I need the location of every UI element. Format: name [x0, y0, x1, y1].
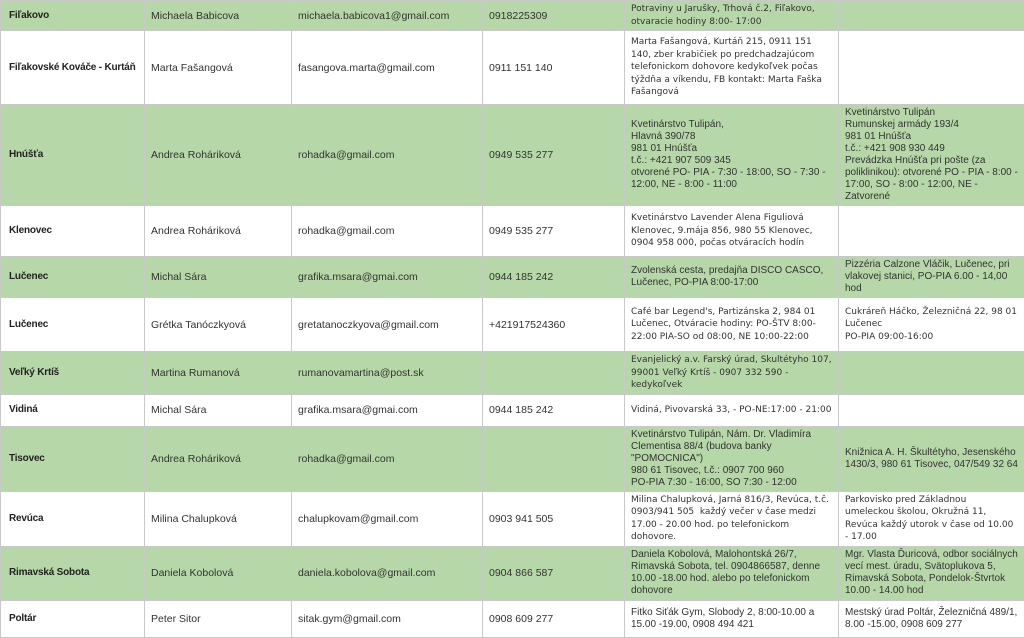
cell-location-secondary: Parkovisko pred Základnou umeleckou škol… — [839, 491, 1024, 546]
cell-location-secondary: Cukráreň Háčko, Železničná 22, 98 01 Luč… — [839, 298, 1024, 352]
cell-email: rohadka@gmail.com — [292, 105, 483, 206]
cell-contact-name: Daniela Kobolová — [145, 546, 292, 600]
cell-phone: 0944 185 242 — [483, 394, 625, 426]
cell-location-secondary — [839, 394, 1024, 426]
cell-contact-name: Andrea Roháriková — [145, 206, 292, 257]
table-row: Veľký Krtíš Martina Rumanová rumanovamar… — [1, 352, 1024, 395]
table-row: Rimavská Sobota Daniela Kobolová daniela… — [1, 546, 1024, 600]
cell-location-primary: Potraviny u Jarušky, Trhová č.2, Fiľakov… — [625, 1, 839, 31]
cell-phone: 0908 609 277 — [483, 600, 625, 637]
cell-contact-name: Andrea Roháriková — [145, 105, 292, 206]
cell-contact-name: Michal Sára — [145, 394, 292, 426]
cell-town: Hnúšťa — [1, 105, 145, 206]
cell-location-primary: Fitko Siťák Gym, Slobody 2, 8:00-10.00 a… — [625, 600, 839, 637]
cell-contact-name: Peter Sitor — [145, 600, 292, 637]
table-row: Poltár Peter Sitor sitak.gym@gmail.com 0… — [1, 600, 1024, 637]
table-row: Lučenec Grétka Tanóczkyová gretatanoczky… — [1, 298, 1024, 352]
cell-email: rohadka@gmail.com — [292, 206, 483, 257]
cell-location-primary: Vidiná, Pivovarská 33, - PO-NE:17:00 - 2… — [625, 394, 839, 426]
cell-phone: 0911 151 140 — [483, 31, 625, 105]
cell-email: rohadka@gmail.com — [292, 426, 483, 491]
cell-phone: 0949 535 277 — [483, 206, 625, 257]
table-row: Fiľakovo Michaela Babicova michaela.babi… — [1, 1, 1024, 31]
cell-location-primary: Café bar Legend's, Partizánska 2, 984 01… — [625, 298, 839, 352]
cell-town: Tisovec — [1, 426, 145, 491]
cell-location-primary: Daniela Kobolová, Malohontská 26/7, Rima… — [625, 546, 839, 600]
cell-town: Lučenec — [1, 257, 145, 298]
cell-contact-name: Michaela Babicova — [145, 1, 292, 31]
cell-email: rumanovamartina@post.sk — [292, 352, 483, 395]
cell-location-secondary — [839, 1, 1024, 31]
cell-email: chalupkovam@gmail.com — [292, 491, 483, 546]
cell-location-secondary: Knižnica A. H. Škultétyho, Jesenského 14… — [839, 426, 1024, 491]
cell-contact-name: Marta Fašangová — [145, 31, 292, 105]
cell-location-primary: Zvolenská cesta, predajňa DISCO CASCO, L… — [625, 257, 839, 298]
cell-phone: 0903 941 505 — [483, 491, 625, 546]
table-row: Tisovec Andrea Roháriková rohadka@gmail.… — [1, 426, 1024, 491]
cell-town: Lučenec — [1, 298, 145, 352]
cell-town: Rimavská Sobota — [1, 546, 145, 600]
cell-phone: 0944 185 242 — [483, 257, 625, 298]
cell-location-primary: Evanjelický a.v. Farský úrad, Skultétyho… — [625, 352, 839, 395]
cell-location-secondary: Kvetinárstvo Tulipán Rumunskej armády 19… — [839, 105, 1024, 206]
cell-phone: +421917524360 — [483, 298, 625, 352]
table-row: Hnúšťa Andrea Roháriková rohadka@gmail.c… — [1, 105, 1024, 206]
cell-town: Revúca — [1, 491, 145, 546]
cell-contact-name: Grétka Tanóczkyová — [145, 298, 292, 352]
cell-phone: 0949 535 277 — [483, 105, 625, 206]
table-row: Fiľakovské Kováče - Kurtáň Marta Fašango… — [1, 31, 1024, 105]
cell-contact-name: Martina Rumanová — [145, 352, 292, 395]
cell-contact-name: Andrea Roháriková — [145, 426, 292, 491]
cell-phone — [483, 426, 625, 491]
cell-location-primary: Kvetinárstvo Tulipán, Nám. Dr. Vladimíra… — [625, 426, 839, 491]
cell-location-primary: Marta Fašangová, Kurtáň 215, 0911 151 14… — [625, 31, 839, 105]
cell-email: grafika.msara@gmai.com — [292, 257, 483, 298]
cell-location-secondary — [839, 31, 1024, 105]
cell-location-secondary: Pizzéria Calzone Vláčik, Lučenec, pri vl… — [839, 257, 1024, 298]
cell-location-primary: Kvetinárstvo Lavender Alena Figuliová Kl… — [625, 206, 839, 257]
cell-phone — [483, 352, 625, 395]
cell-contact-name: Milina Chalupková — [145, 491, 292, 546]
cell-location-secondary — [839, 352, 1024, 395]
cell-email: daniela.kobolova@gmail.com — [292, 546, 483, 600]
cell-email: grafika.msara@gmai.com — [292, 394, 483, 426]
table-row: Revúca Milina Chalupková chalupkovam@gma… — [1, 491, 1024, 546]
cell-location-secondary: Mestský úrad Poltár, Železničná 489/1, 8… — [839, 600, 1024, 637]
cell-town: Poltár — [1, 600, 145, 637]
table-row: Vidiná Michal Sára grafika.msara@gmai.co… — [1, 394, 1024, 426]
cell-town: Fiľakovo — [1, 1, 145, 31]
cell-email: fasangova.marta@gmail.com — [292, 31, 483, 105]
cell-phone: 0904 866 587 — [483, 546, 625, 600]
cell-email: gretatanoczkyova@gmail.com — [292, 298, 483, 352]
cell-email: sitak.gym@gmail.com — [292, 600, 483, 637]
table-row: Klenovec Andrea Roháriková rohadka@gmail… — [1, 206, 1024, 257]
cell-phone: 0918225309 — [483, 1, 625, 31]
cell-contact-name: Michal Sára — [145, 257, 292, 298]
cell-email: michaela.babicova1@gmail.com — [292, 1, 483, 31]
cell-town: Vidiná — [1, 394, 145, 426]
cell-town: Veľký Krtíš — [1, 352, 145, 395]
cell-location-primary: Kvetinárstvo Tulipán, Hlavná 390/78 981 … — [625, 105, 839, 206]
cell-town: Fiľakovské Kováče - Kurtáň — [1, 31, 145, 105]
cell-location-primary: Milina Chalupková, Jarná 816/3, Revúca, … — [625, 491, 839, 546]
cell-town: Klenovec — [1, 206, 145, 257]
cell-location-secondary — [839, 206, 1024, 257]
table-row: Lučenec Michal Sára grafika.msara@gmai.c… — [1, 257, 1024, 298]
cell-location-secondary: Mgr. Vlasta Ďuricová, odbor sociálnych v… — [839, 546, 1024, 600]
